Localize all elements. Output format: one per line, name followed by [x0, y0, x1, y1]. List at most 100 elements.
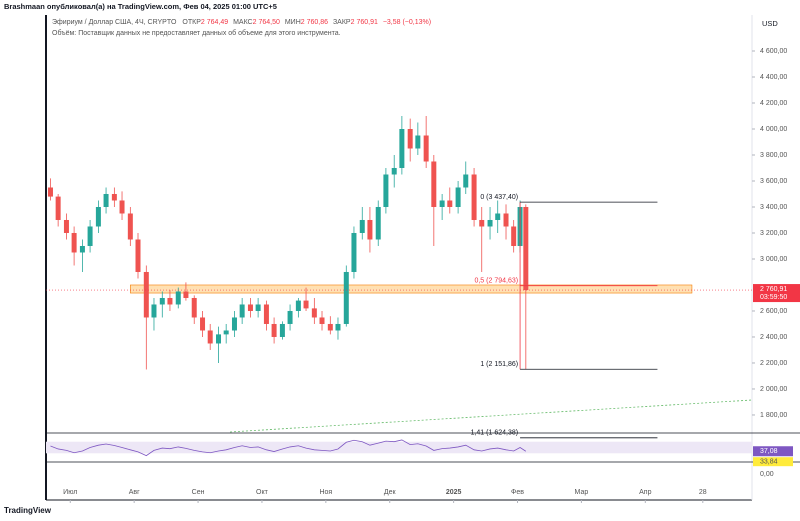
candle-body	[239, 304, 245, 318]
y-tick-label: 3 400,00	[760, 204, 787, 211]
candle-body	[79, 245, 85, 253]
change: −3,58 (−0,13%)	[383, 19, 431, 26]
candle-body	[231, 317, 237, 331]
candle-body	[271, 323, 277, 337]
candle-body	[311, 308, 317, 318]
x-tick-label: Сен	[192, 489, 205, 496]
candle-body	[487, 219, 493, 227]
trend-line	[229, 399, 753, 433]
candle-body	[111, 193, 117, 201]
publisher: Brashmaan опубликовал(а) на TradingView.…	[4, 2, 277, 11]
y-tick-label: 3 800,00	[760, 152, 787, 159]
candle-body	[503, 213, 509, 227]
ohlc-label: МАКС	[233, 19, 253, 26]
candle-body	[399, 128, 405, 168]
candle-body	[279, 323, 285, 337]
candle-body	[455, 187, 461, 207]
candle-body	[103, 193, 109, 207]
candle-body	[439, 200, 445, 207]
symbol: Эфириум / Доллар США, 4Ч, CRYPTO	[52, 19, 177, 26]
candle-body	[183, 291, 189, 298]
candle-body	[447, 200, 453, 207]
candle-body	[351, 232, 357, 272]
y-tick-label: 1 800,00	[760, 412, 787, 419]
candle-body	[415, 135, 421, 149]
candle-body	[463, 174, 469, 188]
fib-label: 1,41 (1 624,38)	[471, 430, 518, 437]
y-tick-label: 3 000,00	[760, 256, 787, 263]
ohlc-value: 2 760,91	[351, 19, 378, 26]
candle-body	[175, 291, 181, 305]
candle-body	[200, 317, 206, 331]
ohlc-value: 2 760,86	[301, 19, 328, 26]
candle-body	[287, 310, 293, 324]
y-tick-label: 2 600,00	[760, 308, 787, 315]
candle-body	[375, 206, 381, 240]
candle-body	[255, 304, 261, 311]
candle-body	[87, 226, 93, 246]
x-tick-label: Дек	[384, 489, 397, 496]
y-tick-label: 4 600,00	[760, 48, 787, 55]
x-tick-label: Авг	[129, 489, 140, 496]
candle-body	[511, 226, 517, 246]
countdown: 03:59:50	[760, 294, 787, 301]
y-tick-label: 2 400,00	[760, 334, 787, 341]
candle-body	[391, 167, 397, 175]
fib-label: 1 (2 151,86)	[480, 361, 518, 368]
y-tick-label: 3 200,00	[760, 230, 787, 237]
volume-note: Объём: Поставщик данных не предоставляет…	[52, 29, 341, 37]
legend-line: Эфириум / Доллар США, 4Ч, CRYPTO ОТКР 2 7…	[52, 19, 431, 26]
x-tick-label: Мар	[575, 489, 589, 496]
candle-body	[383, 174, 389, 207]
candle-body	[431, 161, 437, 207]
y-tick-label: 3 600,00	[760, 178, 787, 185]
rsi-last-box	[753, 446, 793, 457]
candle-body	[335, 323, 341, 331]
candle-body	[327, 323, 333, 331]
candle-body	[151, 304, 157, 318]
x-tick-label: Июл	[63, 489, 77, 496]
y-tick-label: 4 200,00	[760, 100, 787, 107]
y-tick-label: 4 400,00	[760, 74, 787, 81]
candle-body	[191, 297, 197, 318]
candle-body	[47, 187, 53, 197]
candle-body	[223, 330, 229, 335]
rsi-ma-box	[753, 457, 793, 467]
rsi-ma-label: 33,84	[760, 459, 778, 466]
fib-label: 0 (3 437,40)	[480, 194, 518, 201]
candle-body	[135, 239, 141, 272]
ohlc-value: 2 764,50	[253, 19, 280, 26]
candle-body	[159, 297, 165, 305]
candle-body	[263, 304, 269, 324]
candle-body	[71, 232, 77, 253]
candle-body	[471, 174, 477, 220]
candle-body	[63, 219, 69, 233]
candle-body	[359, 219, 365, 233]
candle-body	[423, 135, 429, 162]
candle-body	[319, 317, 325, 324]
lower-axis-label: 0,00	[760, 471, 774, 478]
candle-body	[495, 213, 501, 220]
y-tick-label: 2 200,00	[760, 360, 787, 367]
candle-body	[295, 300, 301, 311]
x-tick-label: Фев	[511, 489, 524, 496]
x-tick-label: 28	[699, 489, 707, 496]
x-tick-label: Окт	[256, 489, 269, 496]
ohlc-label: ОТКР	[182, 19, 201, 26]
y-tick-label: 4 000,00	[760, 126, 787, 133]
candle-body	[479, 219, 485, 227]
brand: TradingView	[4, 506, 52, 515]
candle-body	[119, 200, 125, 214]
last-price-label: 2 760,91	[760, 286, 787, 293]
candle-body	[207, 330, 213, 344]
rsi-last-label: 37,08	[760, 448, 778, 455]
candle-body	[303, 300, 309, 309]
rsi-band	[46, 441, 752, 454]
candle-body	[216, 334, 222, 344]
candle-body	[167, 297, 173, 305]
currency: USD	[762, 19, 778, 28]
candle-body	[343, 271, 349, 324]
